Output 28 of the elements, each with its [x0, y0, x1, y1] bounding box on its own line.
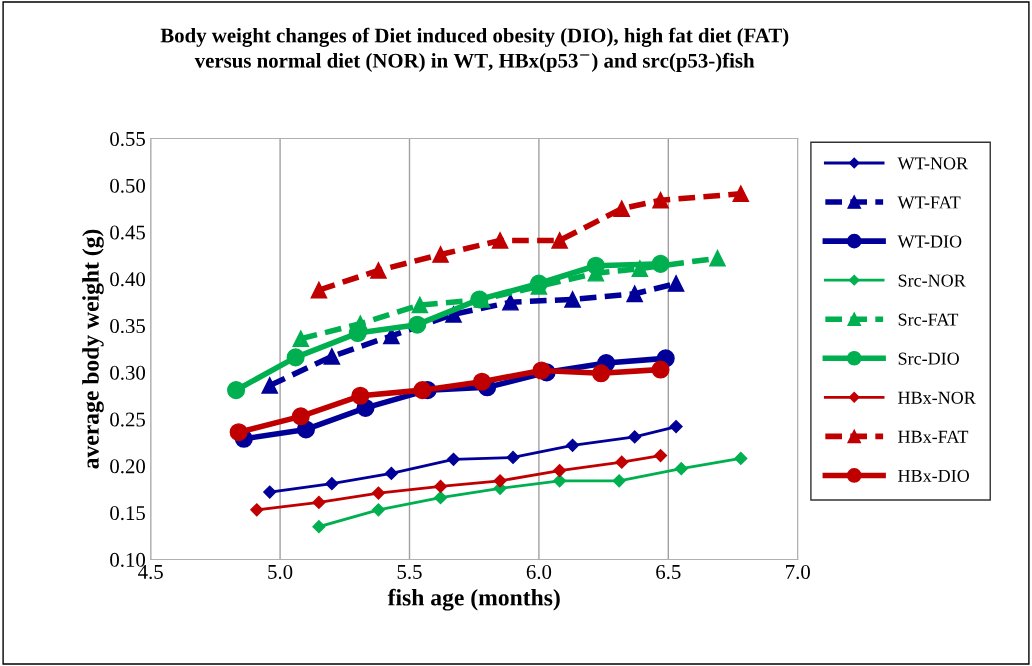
legend-label: HBx-FAT: [898, 430, 969, 443]
x-tick-label: 5.0: [268, 564, 293, 580]
legend-label: HBx-DIO: [898, 469, 970, 482]
x-axis-title: fish age (months): [387, 588, 560, 611]
y-tick-label: 0.15: [110, 506, 145, 521]
y-tick-label: 0.35: [110, 318, 145, 334]
x-tick-label: 6.0: [526, 564, 552, 580]
y-tick-label: 0.10: [110, 552, 146, 567]
legend-label: WT-DIO: [897, 235, 962, 248]
legend-label: HBx-NOR: [898, 391, 976, 404]
y-tick-label: 0.30: [110, 365, 146, 380]
x-tick-label: 5.5: [397, 565, 422, 580]
y-tick-label: 0.55: [110, 131, 145, 147]
legend-label: WT-FAT: [897, 196, 961, 209]
legend-label: WT-NOR: [897, 157, 969, 170]
legend-label: Src-NOR: [898, 274, 966, 287]
y-tick-label: 0.25: [110, 412, 145, 427]
y-tick-label: 0.20: [110, 459, 146, 474]
x-tick-label: 7.0: [786, 564, 810, 580]
y-axis-title: average body weight (g): [82, 229, 104, 469]
y-tick-label: 0.40: [110, 272, 146, 287]
x-tick-label: 6.5: [656, 564, 681, 580]
y-tick-label: 0.50: [110, 178, 146, 193]
chart-title: Body weight changes of Diet induced obesity (DIO), high fat diet (FAT) versus normal diet (NOR) in WT, HBx(p53$^{−}$) and src(p53-)fish: [160, 27, 789, 72]
legend-label: Src-FAT: [898, 313, 959, 326]
legend-label: Src-DIO: [898, 352, 959, 365]
y-tick-label: 0.45: [110, 225, 145, 240]
x-tick-label: 4.5: [138, 565, 163, 580]
